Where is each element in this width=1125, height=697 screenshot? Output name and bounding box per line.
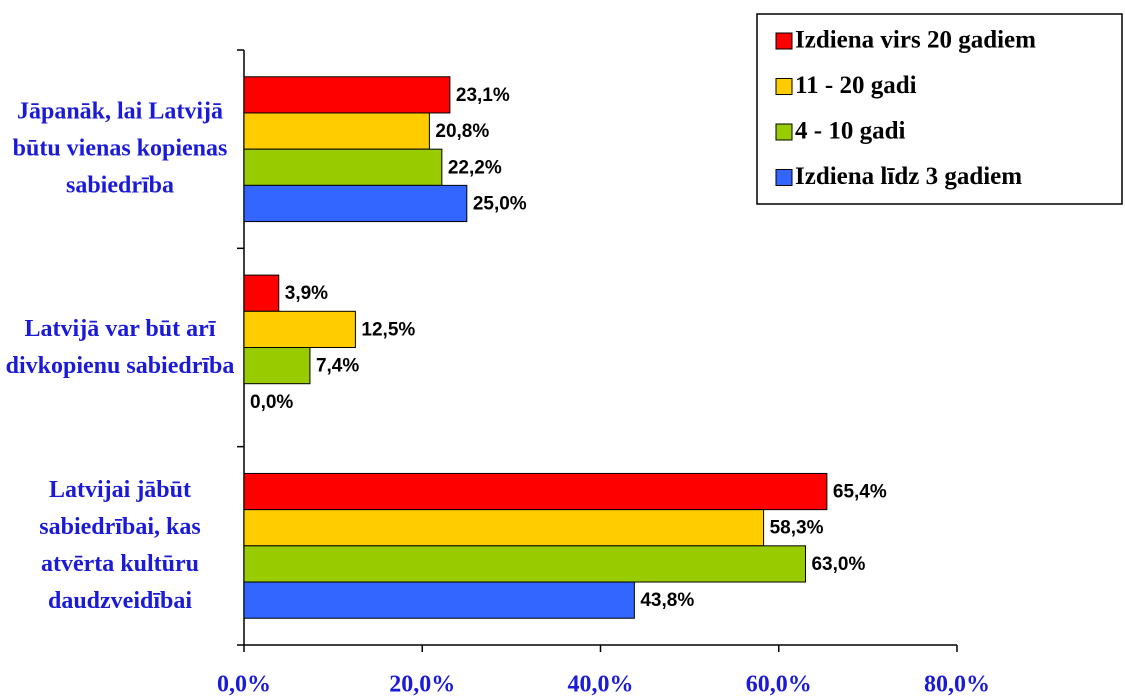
legend-swatch	[775, 78, 793, 95]
bar	[243, 310, 356, 348]
data-label: 20,8%	[435, 121, 489, 142]
category-label: Latvijā var būt arī divkopienu sabiedrīb…	[5, 315, 235, 379]
data-label: 0,0%	[250, 392, 293, 413]
x-tick-label: 40,0%	[568, 672, 634, 697]
data-label: 58,3%	[770, 518, 824, 539]
data-label: 12,5%	[361, 319, 415, 340]
legend-box	[756, 13, 1123, 205]
data-label: 22,2%	[448, 157, 502, 178]
x-tick-label: 80,0%	[924, 672, 990, 697]
legend-swatch	[775, 32, 793, 50]
bar	[243, 509, 765, 547]
data-label: 7,4%	[316, 356, 359, 377]
bar	[243, 148, 443, 186]
bar	[243, 347, 311, 385]
bar	[243, 472, 828, 511]
bar	[243, 545, 806, 583]
data-label: 43,8%	[640, 590, 694, 611]
bar	[243, 112, 430, 150]
x-tick-label: 60,0%	[746, 672, 812, 697]
data-label: 63,0%	[811, 554, 865, 575]
legend-label: Izdiena virs 20 gadiem	[795, 27, 1036, 54]
data-label: 3,9%	[285, 283, 328, 304]
bar	[243, 274, 280, 312]
legend-swatch	[775, 123, 793, 141]
data-label: 65,4%	[833, 482, 887, 503]
bar	[243, 184, 468, 223]
data-label: 25,0%	[473, 193, 527, 214]
legend-label: Izdiena līdz 3 gadiem	[795, 163, 1022, 190]
category-label: Jāpanāk, lai Latvijā būtu vienas kopiena…	[12, 98, 228, 199]
legend-label: 4 - 10 gadi	[795, 118, 905, 145]
x-tick-label: 0,0%	[217, 672, 271, 697]
bar	[243, 581, 635, 619]
legend-swatch	[775, 169, 793, 186]
legend-label: 11 - 20 gadi	[795, 72, 917, 99]
data-label: 23,1%	[456, 85, 510, 106]
category-label: Latvijai jābūt sabiedrībai, kas atvērta …	[39, 476, 201, 614]
x-tick-label: 20,0%	[389, 672, 455, 697]
bar	[243, 76, 451, 114]
